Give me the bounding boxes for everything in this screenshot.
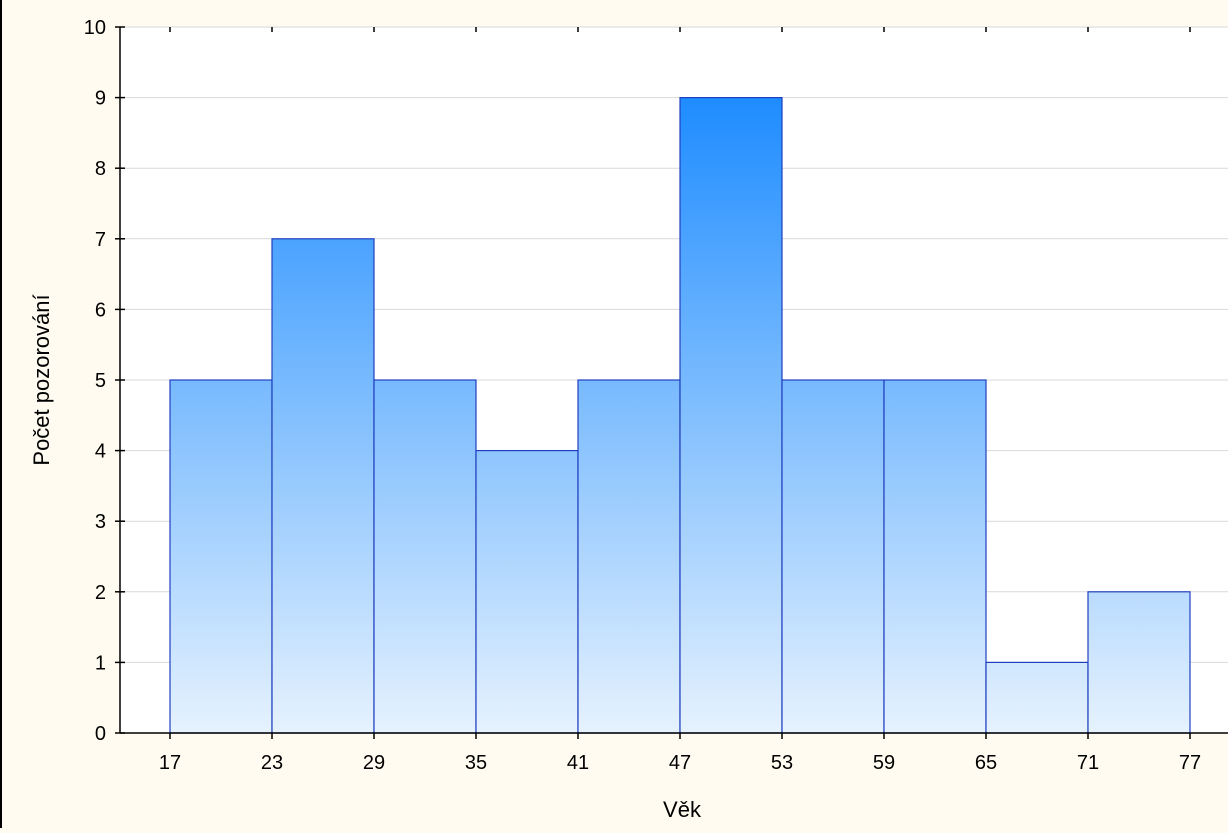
y-tick-label: 6 bbox=[95, 299, 106, 321]
bars bbox=[169, 96, 1191, 734]
x-tick-label: 23 bbox=[261, 752, 283, 774]
y-axis-label: Počet pozorování bbox=[29, 294, 54, 465]
x-tick-label: 29 bbox=[363, 752, 385, 774]
y-tick-label: 7 bbox=[95, 229, 106, 251]
y-axis-ticks: 0 1 2 3 4 5 6 7 8 9 10 bbox=[84, 17, 125, 745]
histogram-bar bbox=[169, 379, 273, 734]
x-tick-label: 47 bbox=[669, 752, 691, 774]
y-tick-label: 4 bbox=[95, 441, 106, 463]
x-axis-ticks: 17 23 29 35 41 47 53 59 65 71 77 bbox=[159, 27, 1201, 774]
y-tick-label: 2 bbox=[95, 582, 106, 604]
y-tick-label: 8 bbox=[95, 158, 106, 180]
x-tick-label: 53 bbox=[771, 752, 793, 774]
y-tick-label: 0 bbox=[95, 723, 106, 745]
histogram-bar bbox=[679, 96, 783, 734]
y-tick-label: 1 bbox=[95, 652, 106, 674]
x-axis-label: Věk bbox=[663, 797, 702, 822]
histogram-bar bbox=[883, 379, 987, 734]
x-tick-label: 71 bbox=[1077, 752, 1099, 774]
histogram-bar bbox=[577, 379, 681, 734]
y-tick-label: 10 bbox=[84, 17, 106, 39]
x-tick-label: 35 bbox=[465, 752, 487, 774]
histogram-bar bbox=[475, 450, 579, 734]
x-tick-label: 41 bbox=[567, 752, 589, 774]
histogram-bar bbox=[1087, 591, 1191, 734]
y-tick-label: 5 bbox=[95, 370, 106, 392]
x-tick-label: 17 bbox=[159, 752, 181, 774]
y-tick-label: 9 bbox=[95, 88, 106, 110]
histogram-bar bbox=[271, 238, 375, 734]
x-tick-label: 59 bbox=[873, 752, 895, 774]
histogram-bar bbox=[781, 379, 885, 734]
histogram-bar bbox=[985, 661, 1089, 734]
x-tick-label: 77 bbox=[1179, 752, 1201, 774]
x-tick-label: 65 bbox=[975, 752, 997, 774]
histogram-bar bbox=[373, 379, 477, 734]
y-tick-label: 3 bbox=[95, 511, 106, 533]
